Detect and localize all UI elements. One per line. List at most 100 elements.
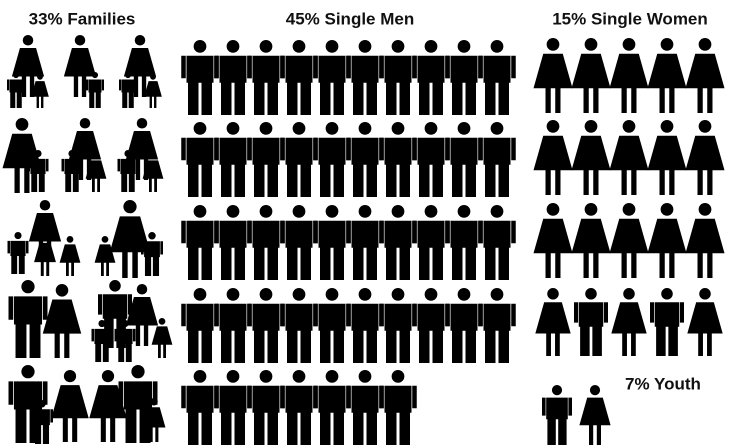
woman-icon [144, 74, 162, 108]
man-icon [313, 288, 351, 363]
group-label: 7% Youth [625, 374, 701, 393]
man-icon [346, 122, 384, 197]
man-icon [181, 122, 219, 197]
woman-icon [533, 203, 573, 278]
icon-group [542, 385, 611, 445]
man-icon [280, 370, 318, 445]
woman-icon [51, 369, 89, 442]
woman-icon [571, 203, 611, 278]
man-icon [379, 205, 417, 280]
man-icon [478, 122, 516, 197]
man-icon [650, 288, 684, 356]
man-icon [181, 40, 219, 115]
man-icon [247, 288, 285, 363]
man-icon [313, 370, 351, 445]
man-icon [478, 288, 516, 363]
man-icon [141, 232, 163, 276]
man-icon [31, 399, 53, 444]
woman-icon [11, 35, 45, 97]
woman-icon [609, 38, 649, 113]
man-icon [379, 40, 417, 115]
man-icon [7, 232, 29, 274]
woman-icon [533, 120, 573, 195]
icon-group [533, 38, 725, 356]
man-icon [445, 205, 483, 280]
man-icon [114, 320, 136, 362]
icon-group [181, 40, 516, 445]
man-icon [412, 40, 450, 115]
woman-icon [611, 288, 647, 356]
man-icon [346, 40, 384, 115]
woman-icon [63, 35, 97, 97]
woman-icon [687, 288, 723, 356]
man-icon [412, 288, 450, 363]
woman-icon [685, 38, 725, 113]
man-icon [8, 279, 48, 358]
woman-icon [647, 38, 687, 113]
woman-icon [28, 199, 62, 262]
man-icon [445, 122, 483, 197]
man-icon [247, 205, 285, 280]
man-icon [119, 71, 137, 108]
woman-icon [123, 35, 157, 97]
man-icon [86, 71, 104, 108]
man-icon [247, 40, 285, 115]
group-label: 33% Families [29, 9, 136, 28]
woman-icon [579, 385, 611, 445]
woman-icon [571, 38, 611, 113]
man-icon [214, 205, 252, 280]
man-icon [280, 122, 318, 197]
woman-icon [685, 203, 725, 278]
man-icon [214, 40, 252, 115]
woman-icon [142, 152, 164, 192]
man-icon [379, 288, 417, 363]
woman-icon [2, 118, 42, 193]
man-icon [181, 370, 219, 445]
icon-group [2, 35, 173, 444]
woman-icon [85, 152, 107, 192]
woman-icon [151, 318, 173, 358]
man-icon [247, 370, 285, 445]
group-label: 15% Single Women [552, 9, 708, 28]
woman-icon [42, 284, 82, 358]
man-icon [574, 288, 608, 356]
man-icon [280, 40, 318, 115]
man-icon [181, 288, 219, 363]
man-icon [346, 288, 384, 363]
man-icon [379, 122, 417, 197]
man-icon [247, 122, 285, 197]
woman-icon [34, 234, 56, 276]
woman-icon [571, 120, 611, 195]
group-label: 45% Single Men [286, 9, 414, 28]
woman-icon [609, 203, 649, 278]
man-icon [91, 320, 113, 362]
woman-icon [647, 120, 687, 195]
woman-icon [89, 370, 127, 442]
man-icon [214, 122, 252, 197]
woman-icon [533, 38, 573, 113]
woman-icon [685, 120, 725, 195]
man-icon [478, 205, 516, 280]
man-icon [313, 205, 351, 280]
woman-icon [31, 74, 49, 108]
woman-icon [68, 118, 102, 180]
woman-icon [109, 200, 151, 278]
man-icon [61, 150, 83, 192]
man-icon [346, 370, 384, 445]
woman-icon [142, 397, 166, 442]
man-icon [412, 205, 450, 280]
man-icon [478, 40, 516, 115]
man-icon [214, 370, 252, 445]
woman-icon [125, 117, 159, 180]
woman-icon [535, 288, 571, 356]
woman-icon [609, 120, 649, 195]
man-icon [542, 385, 572, 445]
man-icon [280, 288, 318, 363]
man-icon [27, 150, 49, 192]
man-icon [445, 40, 483, 115]
man-icon [214, 288, 252, 363]
man-icon [412, 122, 450, 197]
woman-icon [647, 203, 687, 278]
man-icon [117, 150, 139, 192]
